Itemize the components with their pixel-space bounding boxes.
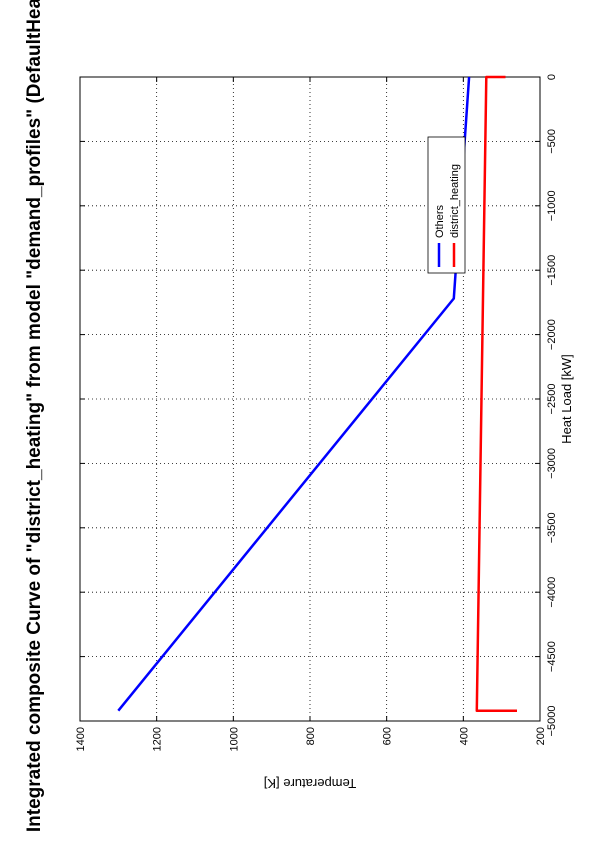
legend-box xyxy=(427,136,466,274)
x-tick-label: −1500 xyxy=(546,255,558,286)
x-tick-label: −5000 xyxy=(546,706,558,737)
x-tick-label: −2000 xyxy=(546,319,558,350)
x-ticks: −5000−4500−4000−3500−3000−2500−2000−1500… xyxy=(80,74,558,737)
y-tick-label: 400 xyxy=(458,727,470,745)
y-tick-label: 200 xyxy=(535,727,547,745)
x-tick-label: −1000 xyxy=(546,190,558,221)
legend-label-others: Others xyxy=(434,204,446,238)
x-tick-label: −2500 xyxy=(546,384,558,415)
x-tick-label: −4000 xyxy=(546,577,558,608)
x-tick-label: −4500 xyxy=(546,641,558,672)
x-axis-label: Heat Load [kW] xyxy=(559,354,574,444)
legend-label-district-heating: district_heating xyxy=(449,164,461,238)
x-tick-label: −3000 xyxy=(546,448,558,479)
legend: Others district_heating xyxy=(427,136,466,274)
y-tick-label: 1000 xyxy=(228,727,240,751)
y-tick-label: 600 xyxy=(382,727,394,745)
x-tick-label: −500 xyxy=(546,129,558,154)
x-tick-label: 0 xyxy=(546,74,558,80)
chart-title: Integrated composite Curve of "district_… xyxy=(24,0,45,832)
y-ticks: 200 400 600 800 1000 1200 1400 xyxy=(75,77,547,751)
y-tick-label: 800 xyxy=(305,727,317,745)
y-tick-label: 1200 xyxy=(152,727,164,751)
y-axis-label: Temperature [K] xyxy=(264,776,357,791)
x-tick-label: −3500 xyxy=(546,512,558,543)
y-tick-label: 1400 xyxy=(75,727,87,751)
series-line-district-heating xyxy=(475,75,517,712)
